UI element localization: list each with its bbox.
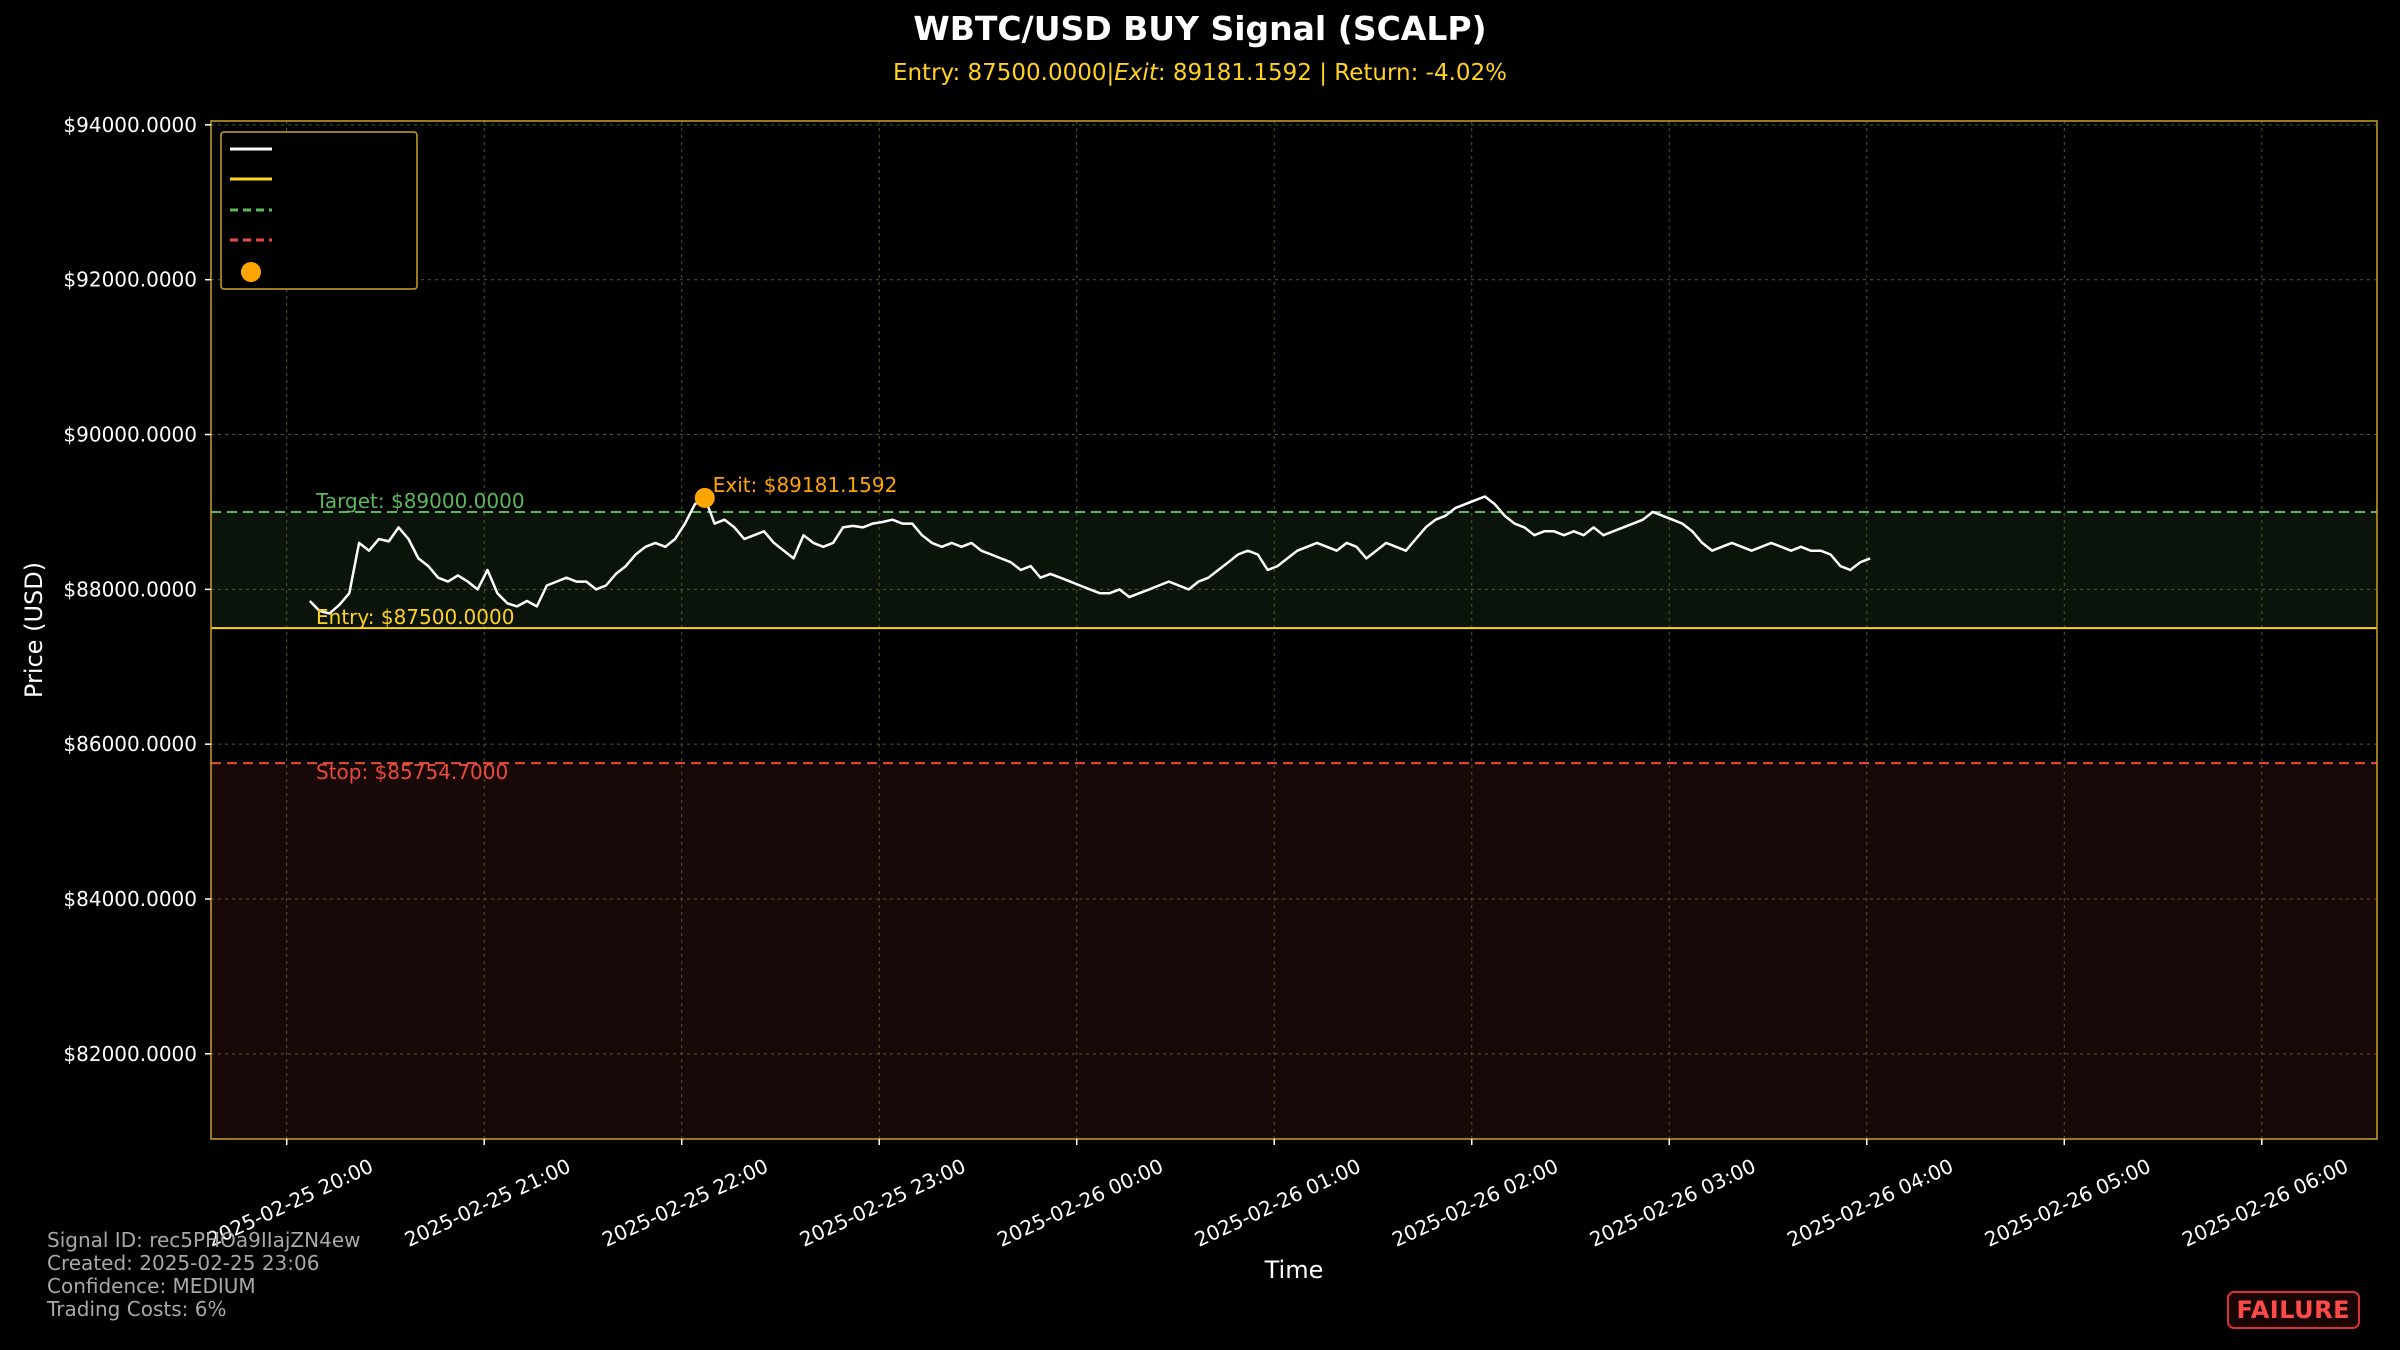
x-tick-label: 2025-02-25 21:00 <box>401 1154 574 1252</box>
target-label: Target: $89000.0000 <box>315 489 525 513</box>
x-tick-label: 2025-02-25 23:00 <box>796 1154 969 1252</box>
chart-subtitle: Entry: 87500.0000|Exit: 89181.1592 | Ret… <box>893 60 1507 86</box>
signal-metadata: Signal ID: rec5PHOa9IIajZN4ew Created: 2… <box>47 1229 360 1321</box>
confidence: Confidence: MEDIUM <box>47 1274 256 1298</box>
y-tick-label: $84000.0000 <box>63 887 197 911</box>
y-tick-label: $86000.0000 <box>63 732 197 756</box>
y-tick-label: $88000.0000 <box>63 577 197 601</box>
x-tick-label: 2025-02-26 06:00 <box>2178 1154 2351 1252</box>
exit-label: Exit: $89181.1592 <box>713 473 898 497</box>
trading-costs: Trading Costs: 6% <box>47 1297 227 1321</box>
y-ticks: $82000.0000 $84000.0000 $86000.0000 $88000.… <box>63 113 211 1066</box>
legend-exit-swatch <box>241 262 261 282</box>
x-tick-label: 2025-02-26 00:00 <box>993 1154 1166 1252</box>
x-tick-label: 2025-02-26 02:00 <box>1388 1154 1561 1252</box>
legend-box <box>220 131 418 290</box>
chart-title: WBTC/USD BUY Signal (SCALP) <box>913 9 1486 48</box>
result-badge: FAILURE <box>2226 1291 2360 1329</box>
y-tick-label: $90000.0000 <box>63 423 197 447</box>
subtitle-entry: Entry: 87500.0000| <box>893 60 1114 86</box>
axes-frame <box>210 120 2378 1140</box>
y-tick-label: $94000.0000 <box>63 113 197 137</box>
subtitle-exit-label: Exit <box>1114 60 1159 86</box>
x-tick-label: 2025-02-26 04:00 <box>1783 1154 1956 1252</box>
subtitle-exit-return: : 89181.1592 | Return: -4.02% <box>1158 60 1507 86</box>
x-tick-label: 2025-02-26 05:00 <box>1981 1154 2154 1252</box>
y-axis-label: Price (USD) <box>20 562 48 698</box>
x-tick-label: 2025-02-26 03:00 <box>1586 1154 1759 1252</box>
stop-label: Stop: $85754.7000 <box>316 760 508 784</box>
y-tick-label: $92000.0000 <box>63 268 197 292</box>
profit-zone <box>211 511 2377 629</box>
price-line <box>308 495 1871 615</box>
created-time: Created: 2025-02-25 23:06 <box>47 1251 320 1275</box>
exit-marker <box>694 487 715 508</box>
loss-zone <box>211 763 2377 1139</box>
legend <box>220 131 418 290</box>
x-tick-label: 2025-02-26 01:00 <box>1191 1154 1364 1252</box>
x-axis-label: Time <box>1264 1256 1324 1284</box>
y-tick-label: $82000.0000 <box>63 1042 197 1066</box>
x-tick-label: 2025-02-25 22:00 <box>598 1154 771 1252</box>
x-ticks: 2025-02-25 20:00 2025-02-25 21:00 2025-02-… <box>203 1139 2352 1252</box>
signal-id: Signal ID: rec5PHOa9IIajZN4ew <box>47 1228 361 1252</box>
entry-label: Entry: $87500.0000 <box>316 605 514 629</box>
grid <box>211 121 2377 1139</box>
